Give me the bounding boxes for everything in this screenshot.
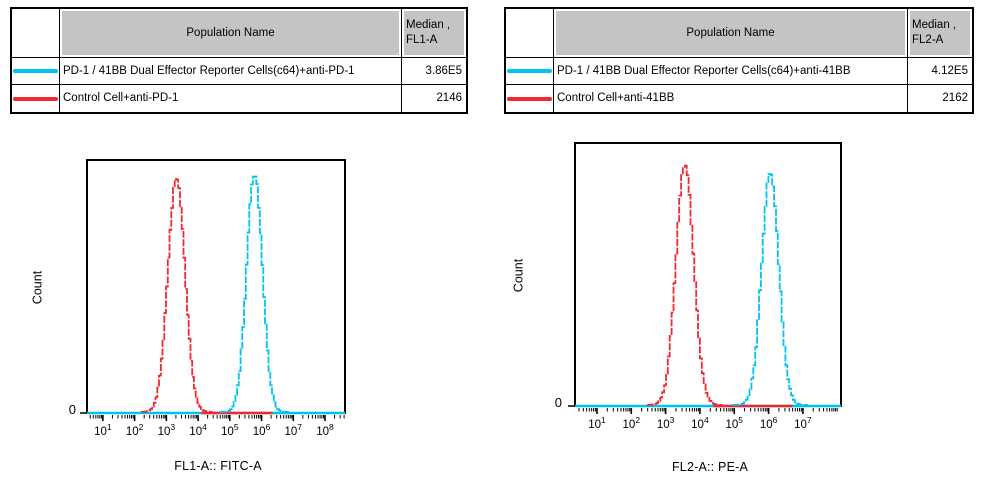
svg-text:106: 106 <box>760 415 778 431</box>
population-color-swatch <box>13 69 58 73</box>
population-color-swatch <box>13 96 58 101</box>
y-axis-title-fl2: Count <box>511 258 526 293</box>
median-value-cell: 2146 <box>402 85 466 112</box>
population-name-header-label: Population Name <box>186 26 275 39</box>
swatch-column-header <box>12 9 60 58</box>
svg-text:102: 102 <box>623 415 641 431</box>
svg-text:107: 107 <box>285 422 303 438</box>
median-value-cell: 2162 <box>908 85 972 112</box>
fl1-histogram-plot-area[interactable] <box>87 160 345 413</box>
median-header-line2: FL2-A <box>912 34 944 46</box>
svg-text:105: 105 <box>221 422 239 438</box>
swatch-column-header <box>506 9 554 58</box>
population-name-header: Population Name <box>60 9 402 58</box>
svg-text:105: 105 <box>725 415 743 431</box>
population-swatch-cell <box>12 85 60 112</box>
svg-text:103: 103 <box>657 415 675 431</box>
population-table-fl1: Population Name Median , FL1-A PD-1 / 41… <box>10 7 468 114</box>
median-value: 3.86E5 <box>425 64 462 77</box>
median-value: 4.12E5 <box>931 64 968 77</box>
population-name-cell[interactable]: PD-1 / 41BB Dual Effector Reporter Cells… <box>554 58 908 85</box>
x-axis-title-fl1: FL1-A:: FITC-A <box>174 459 262 473</box>
population-swatch-cell <box>506 85 554 112</box>
svg-text:106: 106 <box>253 422 271 438</box>
population-color-swatch <box>507 69 552 73</box>
svg-text:104: 104 <box>691 415 709 431</box>
y-zero-tick-label-fl1: 0 <box>68 402 76 417</box>
population-name: PD-1 / 41BB Dual Effector Reporter Cells… <box>557 64 851 77</box>
svg-text:107: 107 <box>794 415 812 431</box>
population-name-cell[interactable]: Control Cell+anti-41BB <box>554 85 908 112</box>
svg-text:102: 102 <box>126 422 144 438</box>
population-name-cell[interactable]: Control Cell+anti-PD-1 <box>60 85 402 112</box>
median-value-cell: 3.86E5 <box>402 58 466 85</box>
median-header: Median , FL2-A <box>908 9 972 58</box>
median-value-cell: 4.12E5 <box>908 58 972 85</box>
median-header: Median , FL1-A <box>402 9 466 58</box>
svg-text:101: 101 <box>94 422 112 438</box>
median-header-line1: Median , <box>406 19 451 31</box>
population-table-fl2: Population Name Median , FL2-A PD-1 / 41… <box>504 7 974 114</box>
svg-text:104: 104 <box>189 422 207 438</box>
median-header-line1: Median , <box>912 19 957 31</box>
y-zero-tick-label-fl2: 0 <box>554 395 562 410</box>
population-color-swatch <box>507 96 552 101</box>
population-name-header: Population Name <box>554 9 908 58</box>
svg-text:103: 103 <box>158 422 176 438</box>
median-header-line2: FL1-A <box>406 34 438 46</box>
x-axis-title-fl2: FL2-A:: PE-A <box>671 460 749 474</box>
fl2-histogram-plot-area[interactable] <box>575 143 841 406</box>
population-name-header-label: Population Name <box>686 26 775 39</box>
median-value: 2146 <box>436 92 462 104</box>
y-axis-title-fl1: Count <box>30 270 45 305</box>
population-swatch-cell <box>506 58 554 85</box>
population-name: Control Cell+anti-41BB <box>557 92 675 104</box>
population-swatch-cell <box>12 58 60 85</box>
population-name: Control Cell+anti-PD-1 <box>63 92 179 104</box>
svg-text:101: 101 <box>588 415 606 431</box>
svg-text:108: 108 <box>316 422 334 438</box>
population-name: PD-1 / 41BB Dual Effector Reporter Cells… <box>63 64 355 77</box>
population-name-cell[interactable]: PD-1 / 41BB Dual Effector Reporter Cells… <box>60 58 402 85</box>
median-value: 2162 <box>942 92 968 104</box>
